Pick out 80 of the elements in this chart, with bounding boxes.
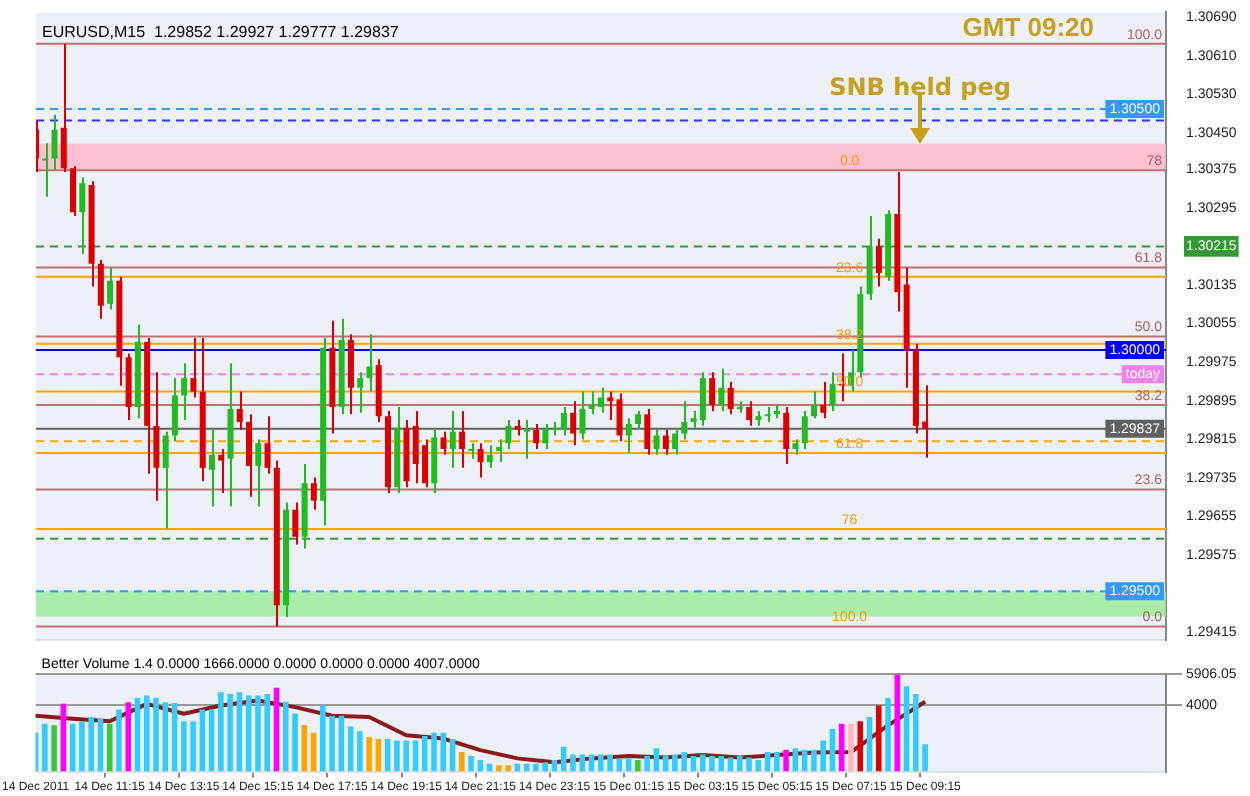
bar [236,692,243,772]
candlestick [440,430,447,456]
candlestick [533,422,540,451]
candlestick [662,428,669,456]
candlestick [347,333,354,416]
candlestick [829,371,836,412]
candlestick [542,422,549,451]
bar [635,760,641,772]
candlestick [468,442,475,460]
candlestick [42,142,49,198]
bar [885,698,891,772]
candlestick [866,215,873,301]
candlestick [218,448,225,494]
bar [894,674,901,772]
candlestick [635,409,642,431]
candlestick [79,176,86,256]
bar [199,709,206,772]
candlestick [801,409,808,451]
bar [468,756,474,772]
candlestick [709,371,716,412]
candlestick [357,371,364,414]
bar [644,756,650,772]
candlestick [449,409,456,469]
bar [459,752,465,772]
annotation: SNB held peg [829,72,1011,101]
bar [51,725,57,772]
candlestick [746,400,753,427]
candlestick [181,362,188,422]
bar [116,709,122,772]
candlestick [292,501,299,546]
bar [875,705,882,772]
candlestick [107,266,114,311]
candlestick [727,380,734,416]
candlestick [60,42,67,174]
candlestick [607,390,614,422]
candlestick [625,417,632,454]
candlestick [616,392,623,443]
candlestick [875,237,882,288]
bar [347,726,354,772]
bar [774,752,780,772]
candlestick [51,113,58,172]
annotation: GMT 09:20 [962,11,1094,42]
candlestick [264,415,271,475]
candlestick [653,428,660,456]
candlestick [162,430,169,531]
candlestick [644,407,651,456]
bar [848,723,854,772]
candlestick [597,386,605,414]
candlestick [820,380,827,420]
candlestick [236,390,243,431]
candlestick [579,390,586,441]
bar [857,721,864,772]
candlestick [783,406,790,465]
candlestick [486,444,493,469]
candlestick [171,377,178,443]
candlestick [208,428,215,508]
candlestick [366,333,373,393]
candlestick [699,371,706,427]
bar [125,702,132,772]
candlestick [97,258,104,320]
bar [42,723,48,772]
bar [357,731,363,772]
candlestick [246,413,253,498]
bar [783,749,789,772]
candlestick [560,406,567,437]
candlestick [459,409,466,469]
candlestick [477,442,484,479]
candlestick [190,337,197,399]
bar [366,736,372,772]
annotation: EURUSD,M15 1.29852 1.29927 1.29777 1.29837 [42,22,400,41]
candlestick [310,476,317,511]
candlestick [431,428,438,494]
candlestick [255,438,262,508]
candlestick [811,390,818,420]
candlestick [570,400,577,447]
bar [208,709,215,772]
candlestick [523,419,530,460]
candlestick [672,426,679,456]
candlestick [70,165,77,217]
candlestick [718,367,725,412]
